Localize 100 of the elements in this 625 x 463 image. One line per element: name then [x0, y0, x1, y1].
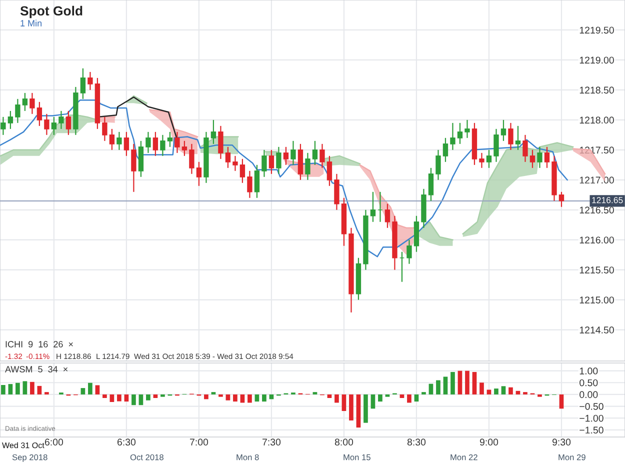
bar	[110, 394, 114, 402]
bar	[486, 390, 492, 394]
candlestick	[8, 110, 14, 130]
candlestick	[450, 122, 456, 150]
chart-title: Spot Gold	[20, 6, 82, 18]
y-tick-label: 1216.50	[580, 206, 614, 214]
candlestick	[30, 92, 35, 114]
text: Oct 2018	[130, 454, 164, 460]
candlestick	[537, 146, 542, 168]
candlestick	[189, 143, 194, 174]
candlestick	[370, 191, 376, 222]
line-series	[0, 100, 568, 258]
bar	[494, 388, 498, 394]
y-tick-label: 1214.50	[580, 326, 614, 334]
bar	[465, 370, 470, 394]
bar	[8, 384, 13, 394]
candlestick	[15, 98, 20, 124]
bar	[508, 387, 513, 394]
candlestick	[312, 140, 318, 166]
bar	[80, 388, 86, 394]
bar	[218, 394, 223, 397]
candlestick	[414, 215, 420, 252]
text: Wed 31 Oct	[2, 442, 44, 448]
bar	[16, 382, 20, 394]
bar	[262, 394, 266, 402]
candlestick	[131, 143, 136, 192]
candlestick	[334, 173, 340, 210]
candlestick	[167, 131, 173, 148]
candlestick	[464, 119, 470, 138]
candlestick	[44, 113, 50, 136]
bar	[356, 394, 361, 428]
bar	[480, 382, 484, 394]
y-tick-label: 1219.00	[580, 56, 614, 64]
candlestick	[276, 146, 282, 174]
bar	[349, 394, 354, 420]
candlestick	[442, 137, 448, 162]
y-tick-label: 0.50	[580, 379, 598, 386]
candlestick	[486, 149, 492, 168]
bar	[385, 394, 390, 397]
bar	[37, 386, 42, 394]
ref-line-label: 1216.65	[592, 197, 623, 204]
text: Mon 22	[450, 454, 478, 460]
candlestick	[406, 239, 412, 264]
candlestick	[283, 146, 289, 166]
candlestick	[298, 143, 304, 180]
bar	[160, 394, 165, 397]
y-tick-label: 1215.00	[580, 296, 614, 304]
candlestick	[22, 92, 28, 112]
candlestick	[160, 134, 166, 156]
candlestick	[544, 146, 550, 168]
candlestick	[80, 68, 86, 100]
annotation: AWSM 5 34 ×	[5, 366, 68, 372]
candlestick	[428, 167, 434, 202]
y-tick-label: −0.50	[580, 403, 604, 410]
candlestick	[58, 110, 64, 130]
y-tick-label: 0.00	[580, 391, 598, 398]
bar	[407, 394, 412, 403]
candlestick	[218, 125, 224, 160]
candlestick	[210, 119, 216, 144]
candlestick	[558, 191, 564, 208]
text: Mon 8	[236, 454, 259, 460]
bar	[95, 385, 100, 394]
x-tick-label: 7:00	[190, 438, 208, 446]
bar	[458, 370, 462, 394]
candlestick	[500, 119, 506, 142]
y-tick-label: 1217.00	[580, 176, 614, 184]
bar	[428, 384, 434, 394]
bar	[146, 394, 150, 400]
bar	[414, 394, 419, 402]
bar	[1, 384, 6, 394]
candlestick	[522, 134, 528, 162]
candlestick	[305, 152, 310, 180]
candlestick	[436, 149, 441, 180]
bar	[370, 394, 376, 409]
bar	[124, 394, 129, 402]
candlestick	[174, 131, 180, 154]
bar	[88, 382, 92, 394]
bar	[254, 394, 260, 402]
bar	[538, 394, 542, 397]
candlestick	[384, 203, 390, 228]
bar	[233, 394, 238, 402]
bar	[450, 372, 455, 394]
bar	[501, 386, 506, 394]
text: Mon 15	[344, 454, 370, 460]
candlestick	[494, 128, 499, 162]
candlestick	[116, 131, 122, 150]
candlestick	[530, 149, 536, 168]
candlestick	[225, 146, 231, 168]
x-tick-label: 8:00	[334, 438, 354, 446]
bar	[364, 394, 368, 423]
bar	[472, 372, 477, 394]
bar	[443, 376, 448, 394]
candlestick	[515, 125, 521, 150]
candlestick	[240, 158, 246, 184]
y-tick-label: 1.00	[580, 368, 598, 374]
y-tick-label: 1215.50	[580, 266, 614, 274]
candlestick	[457, 122, 463, 144]
candlestick	[102, 116, 108, 142]
candlestick	[146, 131, 151, 154]
candlestick	[138, 140, 144, 178]
